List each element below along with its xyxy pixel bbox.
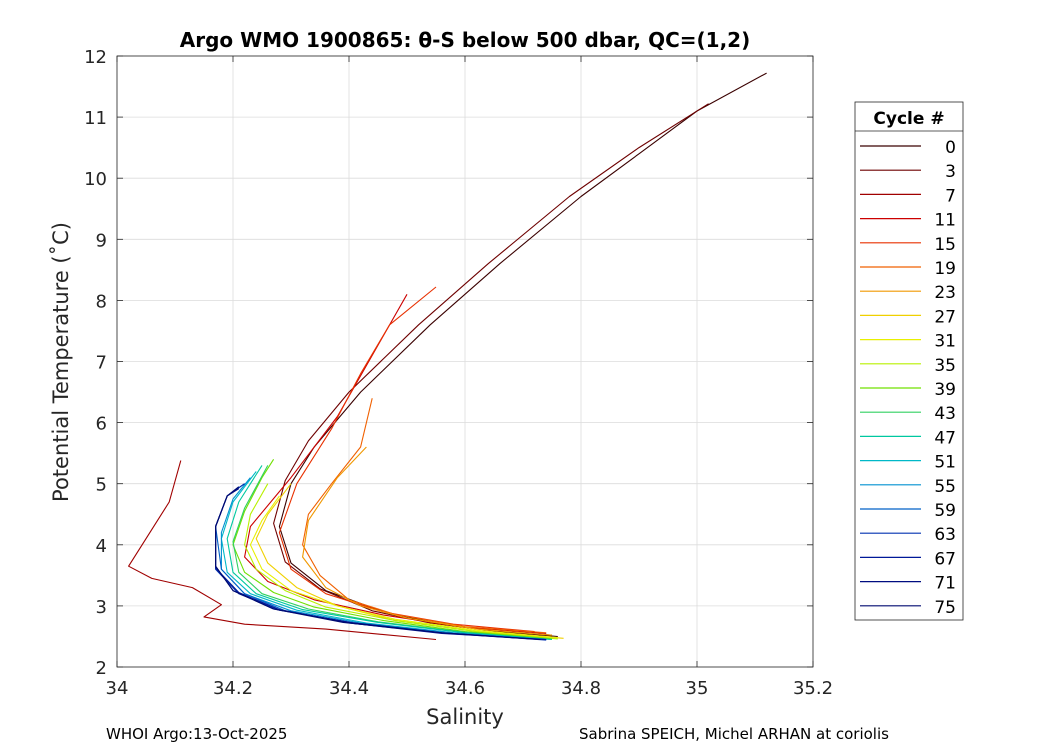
series-line-cycle-31 [249,495,558,639]
legend-label-47: 47 [934,428,956,448]
y-axis-label: Potential Temperature (˚C) [49,222,73,502]
chart-title: Argo WMO 1900865: θ-S below 500 dbar, QC… [180,28,750,52]
y-tick-label: 5 [96,475,107,496]
x-tick-label: 34.8 [561,678,601,699]
y-tick-label: 12 [84,47,107,68]
y-tick-label: 8 [96,291,107,312]
legend-label-11: 11 [934,211,956,231]
legend-label-71: 71 [934,574,956,594]
series-line-cycle-23 [302,446,553,636]
x-axis-ticks: 34 34.2 34.4 34.6 34.8 35 35.2 [106,56,833,699]
legend-label-7: 7 [945,186,956,206]
series-line-cycle-39 [232,459,553,640]
x-tick-label: 34.6 [445,678,485,699]
y-tick-label: 9 [96,230,107,251]
legend-label-15: 15 [934,235,956,255]
legend-items: 0 3 7 11 15 19 23 27 31 35 39 43 47 51 55 59 63 67 71 75 [860,138,956,618]
legend-label-31: 31 [934,332,956,352]
series-line-cycle-75 [215,486,541,641]
series-line-cycle-43 [232,465,553,641]
legend-label-43: 43 [934,404,956,424]
legend-label-67: 67 [934,549,956,569]
legend-label-35: 35 [934,356,956,376]
y-tick-label: 11 [84,108,107,129]
y-tick-label: 6 [96,414,107,435]
legend: Cycle # 0 3 7 11 15 19 23 27 31 35 39 43 47 51 55 59 63 6… [854,101,964,621]
x-tick-label: 34 [106,678,129,699]
legend-label-39: 39 [934,380,956,400]
x-tick-label: 34.4 [329,678,369,699]
y-tick-label: 4 [96,536,107,557]
series-line-cycle-19 [302,398,547,634]
legend-label-27: 27 [934,307,956,327]
legend-label-59: 59 [934,501,956,521]
legend-label-63: 63 [934,525,956,545]
legend-label-75: 75 [934,598,956,618]
series-line-cycle-35 [244,483,558,640]
series-line-cycle-47 [226,465,553,641]
legend-title: Cycle # [873,109,944,129]
series-line-cycle-7 [128,460,437,641]
legend-label-51: 51 [934,453,956,473]
series-layer [128,72,767,641]
y-tick-label: 2 [96,658,107,679]
x-tick-label: 34.2 [213,678,253,699]
footer-right-credit: Sabrina SPEICH, Michel ARHAN at coriolis [579,725,889,743]
footer-left-note: WHOI Argo:13-Oct-2025 [106,725,288,743]
x-tick-label: 35 [686,678,709,699]
legend-label-19: 19 [934,259,956,279]
x-axis-label: Salinity [426,705,504,729]
x-tick-label: 35.2 [793,678,833,699]
legend-label-55: 55 [934,477,956,497]
y-axis-ticks: 2 3 4 5 6 7 8 9 10 11 12 [84,47,813,679]
legend-label-23: 23 [934,283,956,303]
y-tick-label: 3 [96,597,107,618]
legend-label-3: 3 [945,162,956,182]
legend-label-0: 0 [945,138,956,158]
y-tick-label: 7 [96,353,107,374]
y-tick-label: 10 [84,169,107,190]
